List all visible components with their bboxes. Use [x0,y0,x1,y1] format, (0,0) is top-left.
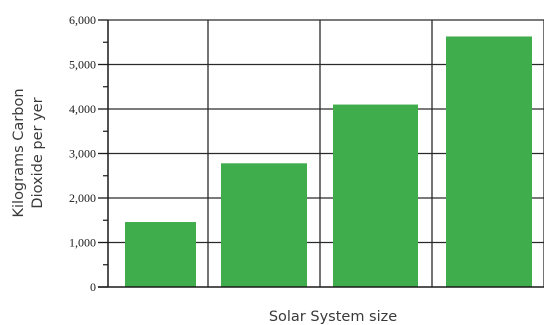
bar-4 [446,36,532,288]
y-axis-title-line-2: Dioxide per yer [30,97,46,208]
y-tick-label-5: 5,000 [69,58,96,72]
y-tick-labels: 0 1,000 2,000 3,000 4,000 5,000 6,000 [69,13,96,294]
x-axis-title: Solar System size [269,309,397,325]
y-tick-label-1: 1,000 [69,236,96,250]
y-tick-label-3: 3,000 [69,147,96,161]
grid-layer [108,19,544,287]
y-axis-title-line-1: Kilograms Carbon [11,88,27,217]
y-tick-label-4: 4,000 [69,102,96,116]
y-tick-label-2: 2,000 [69,191,96,205]
bar-3 [333,104,418,287]
y-tick-label-6: 6,000 [69,13,96,27]
y-tick-label-0: 0 [90,280,96,294]
bar-1 [125,222,196,287]
bar-2 [221,163,307,287]
bars-layer [125,36,532,288]
axis-layer [98,19,544,288]
